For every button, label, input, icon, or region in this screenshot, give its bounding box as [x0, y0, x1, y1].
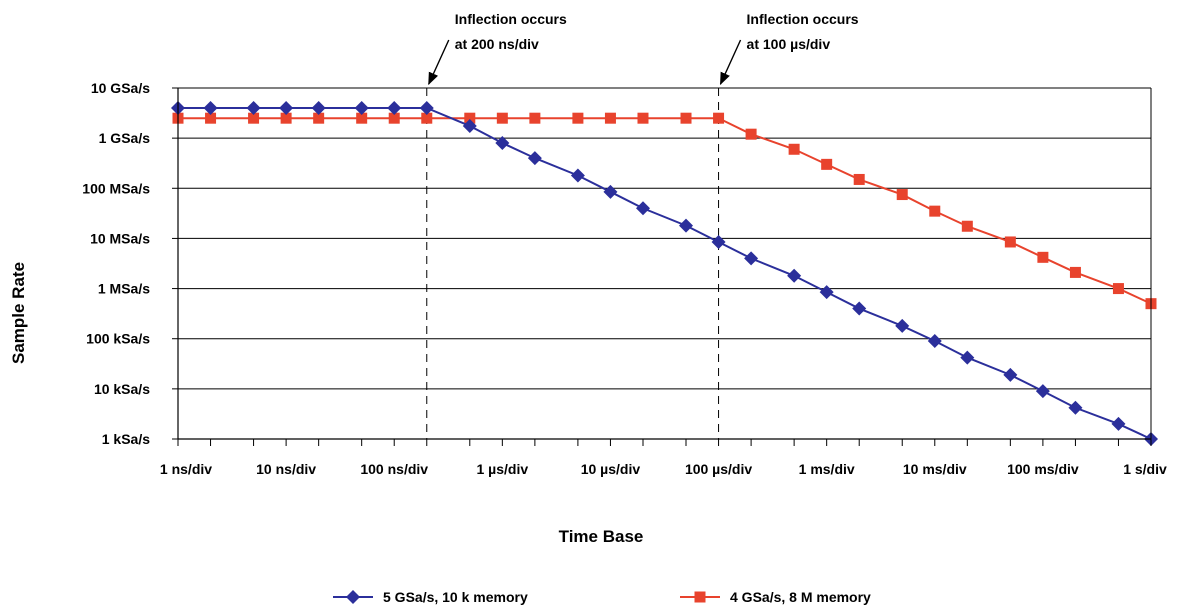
annotations: Inflection occurs at 200 ns/div Inflection… — [428, 11, 859, 86]
data-point — [787, 268, 802, 283]
series-line — [178, 117, 1152, 305]
x-tick-label: 100 µs/div — [685, 461, 752, 477]
data-point — [713, 112, 725, 124]
data-point — [853, 173, 865, 185]
y-tick-label: 1 MSa/s — [98, 281, 150, 297]
data-point — [421, 112, 433, 124]
data-point — [852, 301, 867, 316]
legend-label: 5 GSa/s, 10 k memory — [383, 589, 528, 605]
data-point — [279, 100, 294, 115]
legend-marker — [346, 590, 360, 604]
x-tick-label: 10 ms/div — [903, 461, 967, 477]
data-point — [419, 100, 434, 115]
data-point — [1111, 416, 1126, 431]
inflection-lines — [426, 88, 720, 439]
data-point — [1004, 236, 1016, 248]
x-tick-label: 10 µs/div — [581, 461, 641, 477]
y-tick-label: 10 kSa/s — [94, 381, 150, 397]
data-point — [788, 143, 800, 155]
data-point — [960, 350, 975, 365]
data-point — [744, 251, 759, 266]
data-point — [356, 112, 368, 124]
series-line — [178, 106, 1152, 440]
series-layer — [171, 100, 1158, 446]
x-tick-labels: 1 ns/div 10 ns/div 100 ns/div 1 µs/div 10 µs… — [160, 461, 1167, 477]
y-tick-label: 100 MSa/s — [82, 180, 150, 196]
data-point — [821, 158, 833, 170]
legend-item: 4 GSa/s, 8 M memory — [680, 589, 871, 605]
data-point — [280, 112, 292, 124]
data-point — [572, 112, 584, 124]
series-square — [172, 112, 1157, 310]
annotation-text: Inflection occurs — [747, 11, 859, 27]
x-tick-label: 1 ms/div — [799, 461, 855, 477]
annotation-text: Inflection occurs — [455, 11, 567, 27]
y-axis-title: Sample Rate — [9, 262, 28, 364]
series-diamond — [171, 100, 1158, 446]
annotation-text: at 100 µs/div — [747, 36, 831, 52]
y-tick-label: 100 kSa/s — [86, 331, 150, 347]
data-point — [495, 136, 510, 151]
x-tick-label: 1 s/div — [1123, 461, 1167, 477]
x-tick-label: 10 ns/div — [256, 461, 316, 477]
data-point — [1003, 367, 1018, 382]
y-tick-label: 1 GSa/s — [99, 130, 151, 146]
legend-marker — [694, 591, 706, 603]
data-point — [205, 112, 217, 124]
data-point — [635, 201, 650, 216]
data-point — [745, 128, 757, 140]
data-point — [462, 118, 477, 133]
data-point — [464, 112, 476, 124]
data-point — [929, 205, 941, 217]
data-point — [1069, 266, 1081, 278]
grid-lines — [178, 87, 1151, 390]
axes — [172, 87, 1152, 446]
data-point — [387, 100, 402, 115]
data-point — [203, 100, 218, 115]
data-point — [819, 285, 834, 300]
data-point — [246, 100, 261, 115]
x-tick-label: 1 µs/div — [477, 461, 529, 477]
data-point — [637, 112, 649, 124]
data-point — [680, 112, 692, 124]
legend-item: 5 GSa/s, 10 k memory — [333, 589, 528, 605]
x-tick-label: 100 ms/div — [1007, 461, 1079, 477]
x-tick-label: 100 ns/div — [360, 461, 428, 477]
data-point — [313, 112, 325, 124]
data-point — [1068, 400, 1083, 415]
annotation-arrow — [428, 39, 450, 86]
data-point — [895, 318, 910, 333]
data-point — [388, 112, 400, 124]
data-point — [496, 112, 508, 124]
y-tick-label: 10 GSa/s — [91, 80, 150, 96]
legend: 5 GSa/s, 10 k memory 4 GSa/s, 8 M memory — [333, 589, 871, 605]
data-point — [961, 220, 973, 232]
annotation-text: at 200 ns/div — [455, 36, 539, 52]
data-point — [1035, 384, 1050, 399]
legend-label: 4 GSa/s, 8 M memory — [730, 589, 871, 605]
data-point — [529, 112, 541, 124]
data-point — [527, 151, 542, 166]
data-point — [570, 168, 585, 183]
data-point — [1037, 251, 1049, 263]
data-point — [603, 184, 618, 199]
y-tick-labels: 10 GSa/s 1 GSa/s 100 MSa/s 10 MSa/s 1 MSa/s 1… — [82, 80, 150, 447]
data-point — [248, 112, 260, 124]
data-point — [927, 334, 942, 349]
data-point — [1112, 283, 1124, 295]
y-tick-label: 1 kSa/s — [102, 431, 150, 447]
x-axis-title: Time Base — [559, 527, 644, 546]
data-point — [679, 218, 694, 233]
data-point — [354, 100, 369, 115]
data-point — [604, 112, 616, 124]
x-tick-label: 1 ns/div — [160, 461, 212, 477]
data-point — [711, 234, 726, 249]
annotation-arrow — [719, 39, 742, 86]
data-point — [896, 189, 908, 201]
y-tick-label: 10 MSa/s — [90, 230, 150, 246]
data-point — [311, 100, 326, 115]
